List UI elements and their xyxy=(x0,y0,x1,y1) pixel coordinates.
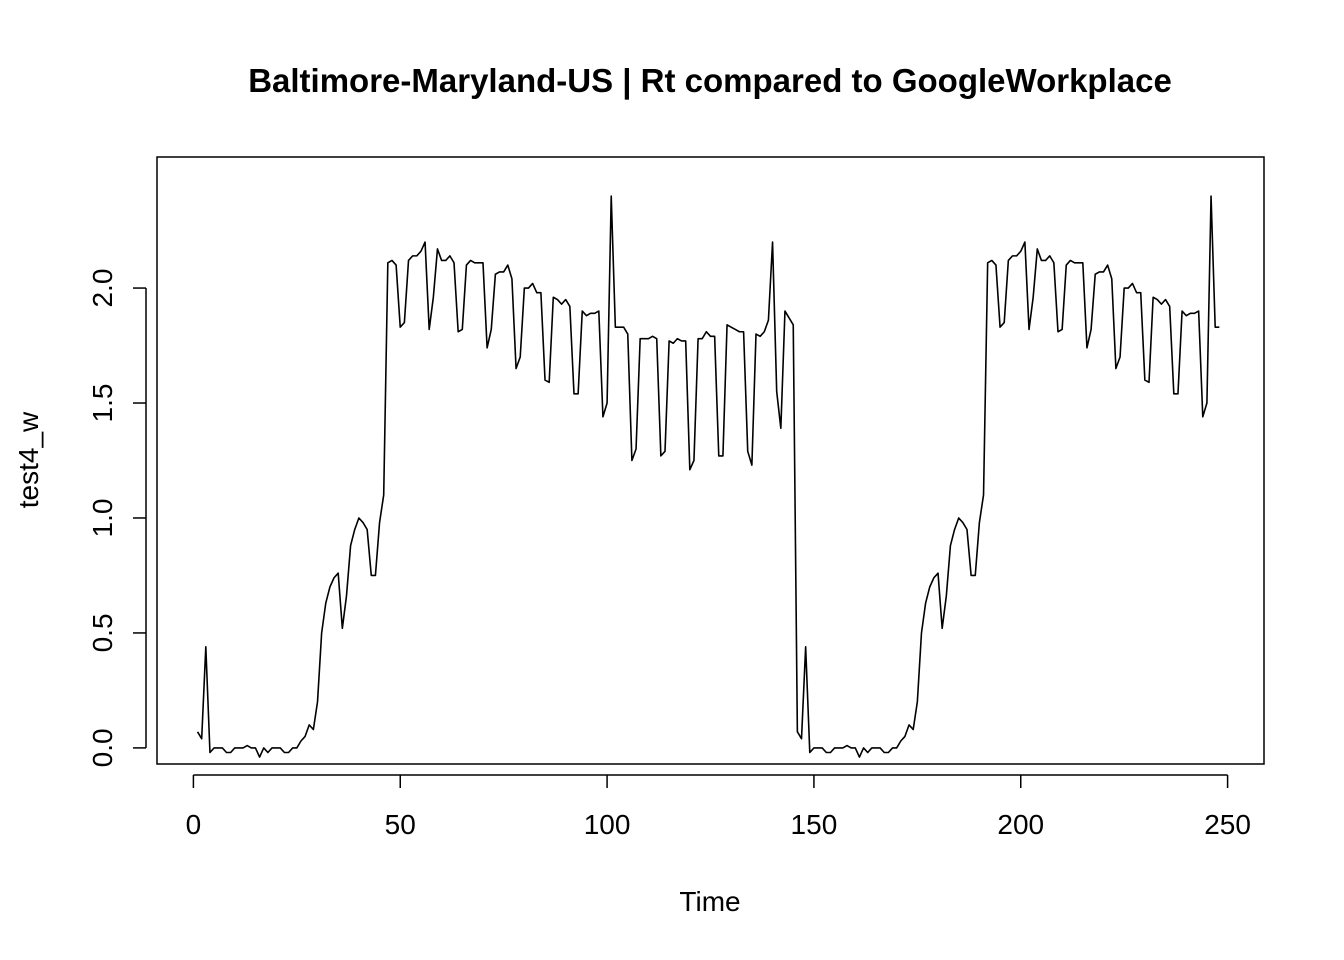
y-axis-label: test4_w xyxy=(13,411,44,508)
x-tick-label: 200 xyxy=(997,809,1044,840)
x-tick-label: 50 xyxy=(385,809,416,840)
series-line xyxy=(196,195,1220,758)
x-tick-label: 0 xyxy=(186,809,202,840)
y-tick-label: 1.5 xyxy=(87,384,118,423)
plot-frame xyxy=(156,156,1265,765)
series-layer xyxy=(196,195,1220,758)
x-tick-label: 150 xyxy=(791,809,838,840)
y-tick-label: 2.0 xyxy=(87,269,118,308)
x-tick-label: 100 xyxy=(584,809,631,840)
y-tick-label: 0.0 xyxy=(87,728,118,767)
y-tick-label: 1.0 xyxy=(87,499,118,538)
y-tick-label: 0.5 xyxy=(87,613,118,652)
y-axis: 0.0 0.5 1.0 1.5 2.0 xyxy=(87,269,147,767)
chart-title: Baltimore-Maryland-US | Rt compared to G… xyxy=(248,62,1172,99)
x-axis-label: Time xyxy=(679,886,740,917)
x-axis: 0 50 100 150 200 250 xyxy=(186,774,1251,840)
x-tick-label: 250 xyxy=(1204,809,1251,840)
